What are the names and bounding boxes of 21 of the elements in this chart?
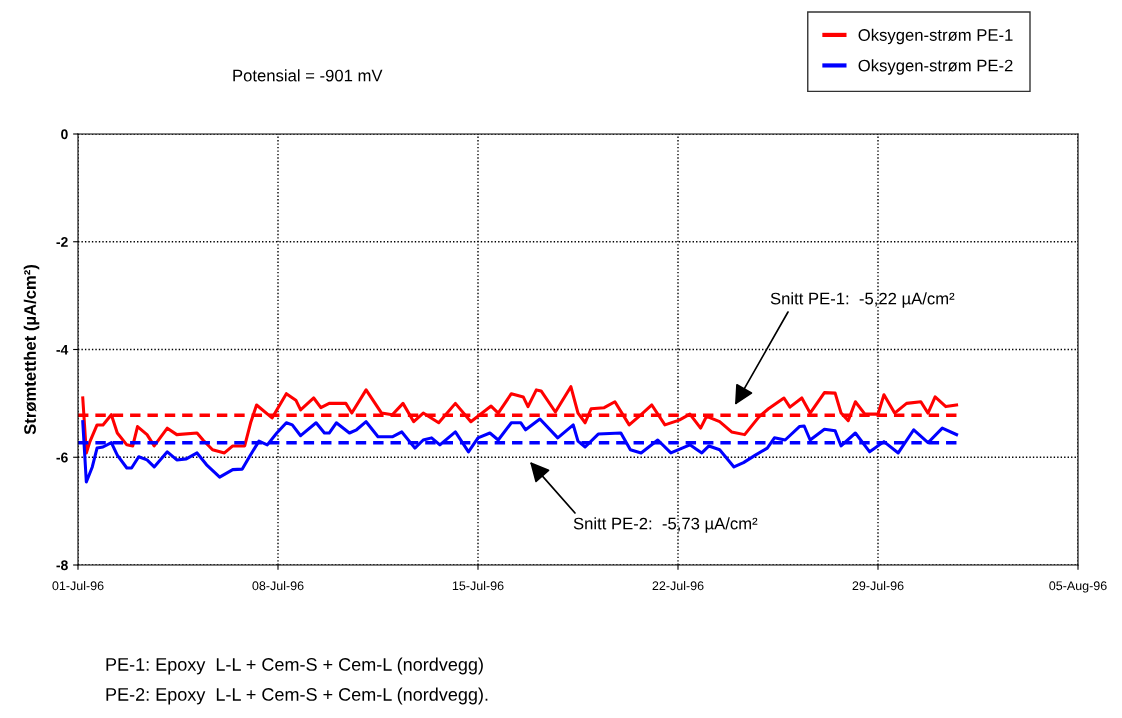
y-tick-label: 0 [61, 129, 68, 140]
x-tick-label: 08-Jul-96 [252, 580, 304, 591]
x-tick-label: 01-Jul-96 [52, 580, 104, 591]
text: PE-2: Epoxy L-L + Cem-S + Cem-L (nordvegg). [106, 687, 488, 705]
line-series [81, 385, 959, 455]
text: PE-1: Epoxy L-L + Cem-S + Cem-L (nordvegg) [106, 657, 483, 675]
line-series [81, 417, 959, 484]
annotation: Snitt PE-1: -5,22 µA/cm² [770, 292, 955, 308]
legend-label: Oksygen-strøm PE-1 [858, 28, 1013, 45]
y-tick-label: -8 [56, 560, 68, 571]
legend-label: Oksygen-strøm PE-2 [858, 59, 1013, 75]
y-tick-label: -2 [56, 237, 68, 247]
y-tick-label: -4 [56, 344, 69, 355]
annotation: Snitt PE-2: -5,73 µA/cm² [573, 517, 758, 533]
y-tick-label: -6 [56, 452, 68, 463]
y-axis-title: Strømtetthet (µA/cm²) [23, 264, 40, 435]
text: Potensial = -901 mV [233, 69, 383, 82]
x-tick-label: 22-Jul-96 [652, 580, 704, 591]
x-tick-label: 29-Jul-96 [852, 580, 904, 591]
x-tick-label: 15-Jul-96 [452, 580, 504, 591]
x-tick-label: 05-Aug-96 [1049, 581, 1107, 593]
